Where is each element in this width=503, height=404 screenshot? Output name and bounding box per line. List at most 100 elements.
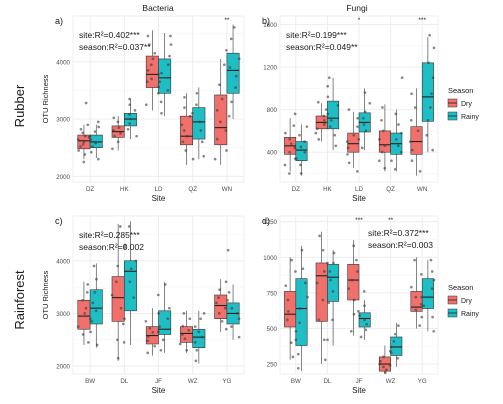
x-tick-label: WN bbox=[222, 186, 232, 193]
data-point bbox=[331, 318, 334, 322]
data-point bbox=[306, 295, 309, 299]
data-point bbox=[294, 329, 298, 333]
data-point bbox=[322, 338, 326, 342]
x-tick-label: JF bbox=[356, 378, 363, 385]
data-point bbox=[158, 325, 161, 328]
x-tick-label: YG bbox=[418, 378, 427, 385]
x-tick-label: QZ bbox=[386, 186, 395, 193]
data-point bbox=[383, 371, 387, 374]
data-point bbox=[146, 335, 150, 338]
box-body bbox=[111, 276, 125, 322]
data-point bbox=[394, 332, 397, 336]
data-point bbox=[94, 141, 97, 145]
data-point bbox=[215, 109, 219, 112]
data-point bbox=[157, 312, 160, 315]
data-point bbox=[82, 160, 86, 164]
data-point bbox=[88, 134, 92, 138]
data-point bbox=[408, 140, 412, 143]
data-point bbox=[235, 312, 239, 315]
data-point bbox=[294, 270, 297, 273]
data-point bbox=[358, 314, 361, 317]
data-point bbox=[303, 150, 307, 154]
data-point bbox=[213, 157, 217, 161]
data-point bbox=[237, 317, 241, 321]
x-tick-label: QZ bbox=[188, 186, 197, 193]
data-point bbox=[118, 225, 122, 228]
data-point bbox=[181, 140, 185, 144]
data-point bbox=[195, 348, 199, 352]
data-point bbox=[227, 114, 231, 118]
data-point bbox=[116, 264, 120, 268]
x-tick-label: HK bbox=[323, 186, 332, 193]
data-point bbox=[359, 335, 363, 339]
data-point bbox=[283, 163, 287, 167]
box-body bbox=[315, 262, 328, 322]
x-tick-label: YG bbox=[222, 378, 231, 385]
panel-label: d) bbox=[262, 216, 270, 226]
data-point bbox=[426, 118, 430, 122]
data-point bbox=[394, 138, 398, 141]
y-tick-label: 750 bbox=[267, 290, 278, 297]
r-squared-annotation: site:R²=0.285*** bbox=[79, 230, 140, 240]
panel-label: b) bbox=[262, 16, 270, 26]
data-point bbox=[394, 112, 398, 116]
data-point bbox=[322, 123, 326, 126]
data-point bbox=[378, 362, 382, 366]
data-point bbox=[97, 125, 101, 129]
data-point bbox=[361, 116, 365, 120]
data-point bbox=[144, 103, 148, 107]
data-point bbox=[160, 71, 163, 75]
data-point bbox=[230, 100, 233, 104]
data-point bbox=[318, 234, 321, 238]
legend-label-rainy: Rainy bbox=[461, 114, 479, 121]
data-point bbox=[157, 73, 160, 76]
data-point bbox=[397, 123, 400, 126]
data-point bbox=[377, 159, 381, 163]
data-point bbox=[178, 342, 182, 346]
data-point bbox=[81, 298, 84, 302]
legend-bottom: Season Dry Rainy bbox=[447, 283, 479, 318]
data-point bbox=[184, 149, 188, 152]
data-point bbox=[289, 142, 293, 146]
data-point bbox=[393, 167, 397, 171]
data-point bbox=[156, 91, 160, 95]
data-point bbox=[129, 267, 133, 271]
box-rainy-bw bbox=[89, 263, 103, 348]
data-point bbox=[352, 244, 356, 248]
data-point bbox=[222, 63, 226, 67]
data-point bbox=[317, 318, 321, 322]
data-point bbox=[357, 138, 361, 141]
data-point bbox=[298, 133, 301, 137]
data-point bbox=[90, 319, 94, 323]
data-point bbox=[428, 33, 431, 37]
data-point bbox=[234, 86, 237, 89]
data-point bbox=[122, 341, 126, 344]
panels: 2000 3000 4000 ** DZ HK LD QZ WN Site OTU Richness… bbox=[41, 15, 439, 395]
data-point bbox=[381, 129, 385, 133]
data-point bbox=[388, 364, 392, 367]
data-point bbox=[324, 108, 328, 111]
data-point bbox=[198, 120, 201, 124]
x-tick-label: DZ bbox=[86, 186, 94, 193]
data-point bbox=[432, 329, 436, 333]
y-tick-label: 1200 bbox=[263, 65, 277, 72]
data-point bbox=[202, 312, 206, 315]
box-body bbox=[89, 134, 103, 148]
data-point bbox=[389, 351, 393, 354]
data-point bbox=[336, 104, 340, 107]
data-point bbox=[356, 170, 359, 173]
data-point bbox=[166, 89, 170, 92]
data-point bbox=[400, 76, 404, 80]
data-point bbox=[218, 120, 222, 124]
data-point bbox=[220, 97, 224, 101]
box-dry-yg bbox=[214, 279, 228, 332]
data-point bbox=[230, 325, 233, 328]
data-point bbox=[390, 159, 393, 163]
column-header-bacteria: Bacteria bbox=[142, 3, 173, 13]
panel-label: c) bbox=[55, 216, 63, 226]
x-tick-label: WN bbox=[417, 186, 427, 193]
data-point bbox=[89, 138, 93, 141]
y-tick-label: 250 bbox=[267, 362, 278, 369]
data-point bbox=[228, 66, 232, 69]
r-squared-annotation: site:R²=0.402*** bbox=[79, 30, 140, 40]
